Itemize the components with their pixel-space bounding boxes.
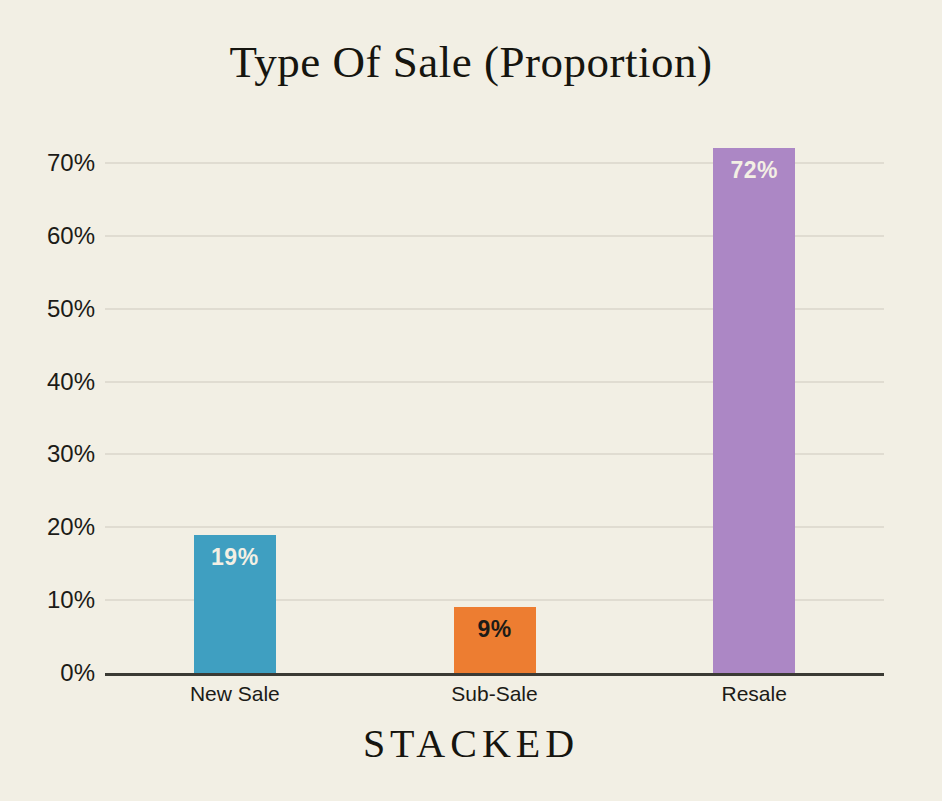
y-tick-label: 60% (47, 222, 95, 250)
x-axis-line (105, 673, 884, 676)
x-category-label: Resale (624, 682, 884, 706)
y-tick-label: 50% (47, 295, 95, 323)
y-tick-label: 0% (60, 659, 95, 687)
bar-resale: 72% (713, 148, 795, 673)
y-axis-ticks: 0%10%20%30%40%50%60%70% (0, 163, 95, 673)
y-tick-label: 30% (47, 440, 95, 468)
plot-area: 19%9%72% (105, 163, 884, 673)
bar-value-label: 72% (713, 157, 795, 184)
chart-title: Type Of Sale (Proportion) (0, 36, 942, 88)
y-tick-label: 20% (47, 513, 95, 541)
y-tick-label: 70% (47, 149, 95, 177)
x-category-label: New Sale (105, 682, 365, 706)
chart-page: Type Of Sale (Proportion) 0% 10% 20% 30% 40%… (0, 0, 942, 801)
bar-sub-sale: 9% (454, 607, 536, 673)
stacked-logo: STACKED (0, 720, 942, 767)
bar-value-label: 19% (194, 544, 276, 571)
x-category-label: Sub-Sale (365, 682, 625, 706)
y-tick-label: 40% (47, 368, 95, 396)
bar-new-sale: 19% (194, 535, 276, 673)
bar-value-label: 9% (454, 616, 536, 643)
y-tick-label: 10% (47, 586, 95, 614)
x-axis-labels: New SaleSub-SaleResale (105, 682, 884, 710)
